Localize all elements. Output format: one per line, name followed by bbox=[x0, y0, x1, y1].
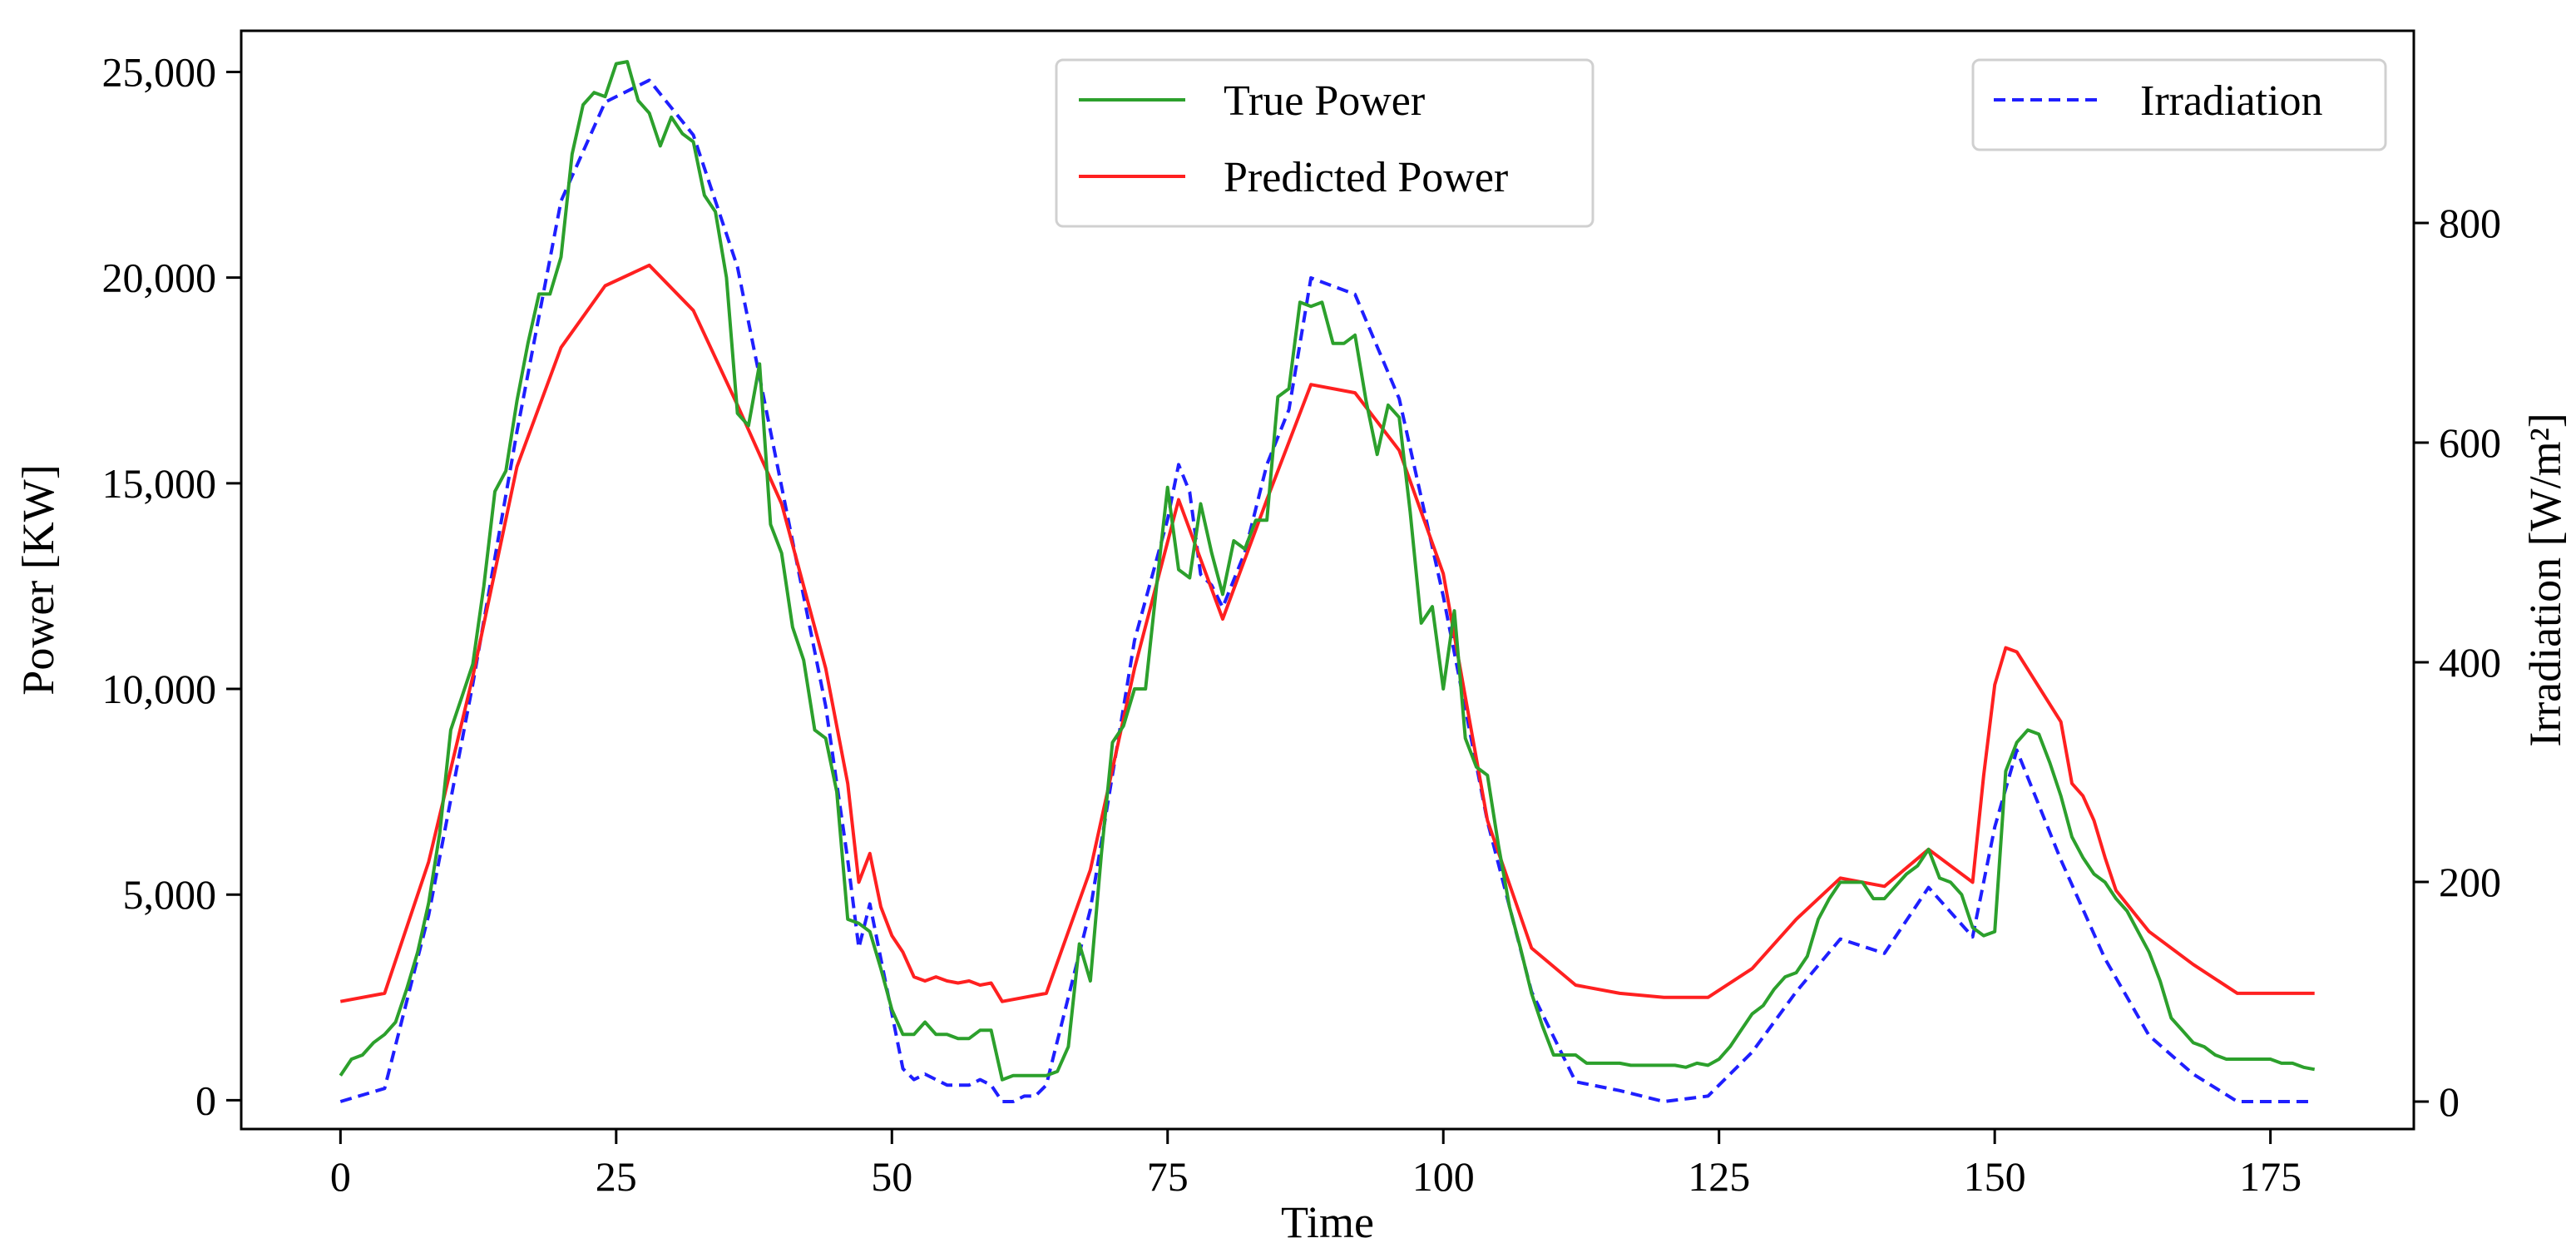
series-layer bbox=[339, 60, 2316, 1103]
x-tick-label: 150 bbox=[1964, 1153, 2026, 1200]
legend-true-power-label: True Power bbox=[1224, 77, 1425, 125]
legend-irradiation-label: Irradiation bbox=[2140, 77, 2322, 125]
x-tick-label: 175 bbox=[2239, 1153, 2302, 1200]
x-tick-label: 50 bbox=[871, 1153, 912, 1200]
x-axis-label: Time bbox=[1281, 1197, 1374, 1247]
y2-tick-label: 0 bbox=[2439, 1078, 2460, 1125]
legend-irradiation: Irradiation bbox=[1971, 58, 2387, 151]
legend-predicted-power-label: Predicted Power bbox=[1224, 154, 1508, 201]
y2-tick-label: 800 bbox=[2439, 200, 2501, 246]
plot-frame bbox=[240, 29, 2415, 1131]
y-tick-label: 25,000 bbox=[102, 48, 217, 95]
y2-tick-label: 600 bbox=[2439, 419, 2501, 466]
y-axis-label: Power [KW] bbox=[13, 464, 63, 695]
y2-tick-label: 200 bbox=[2439, 859, 2501, 905]
y2-tick-label: 400 bbox=[2439, 639, 2501, 686]
true-power-line bbox=[339, 60, 2316, 1082]
legend-power-frame bbox=[1055, 58, 1595, 228]
y2-axis-label: Irradiation [W/m²] bbox=[2520, 413, 2570, 747]
x-tick-label: 100 bbox=[1412, 1153, 1475, 1200]
x-tick-label: 25 bbox=[596, 1153, 637, 1200]
y-tick-label: 0 bbox=[195, 1077, 216, 1123]
x-tick-label: 0 bbox=[330, 1153, 351, 1200]
x-tick-label: 75 bbox=[1147, 1153, 1189, 1200]
legend-irradiation-frame bbox=[1971, 58, 2387, 151]
legend-power: True Power Predicted Power bbox=[1055, 58, 1595, 228]
y-tick-label: 5,000 bbox=[123, 871, 217, 918]
y-tick-label: 15,000 bbox=[102, 460, 217, 507]
axis-layer: 0 25 50 75 100 125 150 175 0 5,000 10,000 15,000 20,… bbox=[102, 48, 2502, 1200]
predicted-power-line bbox=[339, 263, 2315, 1003]
x-tick-label: 125 bbox=[1688, 1153, 1750, 1200]
y-tick-label: 10,000 bbox=[102, 666, 217, 712]
y-tick-label: 20,000 bbox=[102, 255, 217, 301]
